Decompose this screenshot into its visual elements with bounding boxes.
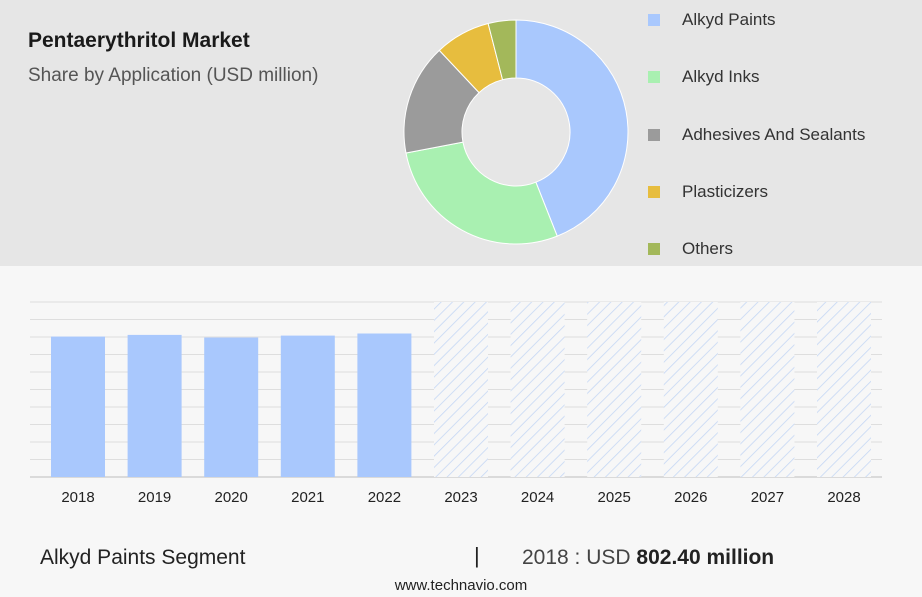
legend-swatch: [648, 71, 660, 83]
x-tick-label-2018: 2018: [61, 489, 94, 506]
donut-slice-alkyd-paints: [515, 19, 629, 237]
legend-item-adhesives-and-sealants: Adhesives And Sealants: [648, 123, 918, 147]
x-tick-label-2025: 2025: [598, 489, 631, 506]
x-tick-label-2024: 2024: [521, 489, 554, 506]
legend-item-others: Others: [648, 237, 918, 261]
legend-label: Alkyd Paints: [682, 10, 776, 29]
chart-subtitle: Share by Application (USD million): [28, 65, 319, 86]
x-tick-label-2022: 2022: [368, 489, 401, 506]
footer-separator: |: [474, 543, 480, 568]
x-tick-label-2021: 2021: [291, 489, 324, 506]
x-tick-label-2020: 2020: [215, 489, 248, 506]
forecast-bar-2028: [817, 302, 871, 477]
legend-label: Alkyd Inks: [682, 67, 760, 86]
legend-swatch: [648, 129, 660, 141]
legend-label: Others: [682, 239, 734, 258]
legend-item-alkyd-paints: Alkyd Paints: [648, 8, 918, 32]
forecast-bar-2026: [663, 302, 718, 477]
footer-value-prefix: 2018 : USD: [522, 546, 631, 569]
bar-2018: [51, 336, 105, 477]
bar-2021: [280, 335, 335, 477]
legend-item-plasticizers: Plasticizers: [648, 180, 918, 204]
bar-2022: [357, 333, 412, 477]
donut-slice-alkyd-inks: [405, 141, 558, 245]
forecast-bar-2025: [587, 302, 642, 477]
footer-value-amount: 802.40 million: [636, 546, 775, 569]
x-tick-label-2026: 2026: [674, 489, 707, 506]
footer-segment-label: Alkyd Paints Segment: [40, 546, 246, 569]
x-tick-label-2019: 2019: [138, 489, 171, 506]
donut-slice-others: [487, 19, 517, 81]
footer-url[interactable]: www.technavio.com: [394, 577, 528, 594]
legend-swatch: [648, 243, 660, 255]
legend-item-alkyd-inks: Alkyd Inks: [648, 65, 918, 89]
footer-value: 2018 : USD 802.40 million: [522, 546, 774, 570]
bar-2020: [204, 337, 259, 477]
legend-swatch: [648, 186, 660, 198]
forecast-bar-2027: [740, 302, 795, 477]
donut-chart: [403, 19, 629, 245]
forecast-bar-2023: [434, 302, 488, 477]
legend-swatch: [648, 14, 660, 26]
forecast-bar-2024: [510, 302, 565, 477]
x-tick-label-2027: 2027: [751, 489, 784, 506]
bar-chart: 2018 2019 2020 2021 2022 2023 2024 2025 2026 2027…: [30, 301, 882, 506]
legend-label: Plasticizers: [682, 182, 768, 201]
x-tick-label-2028: 2028: [827, 489, 860, 506]
chart-title: Pentaerythritol Market: [28, 29, 250, 52]
bar-2019: [127, 334, 182, 477]
x-tick-label-2023: 2023: [444, 489, 477, 506]
legend-label: Adhesives And Sealants: [682, 125, 866, 144]
